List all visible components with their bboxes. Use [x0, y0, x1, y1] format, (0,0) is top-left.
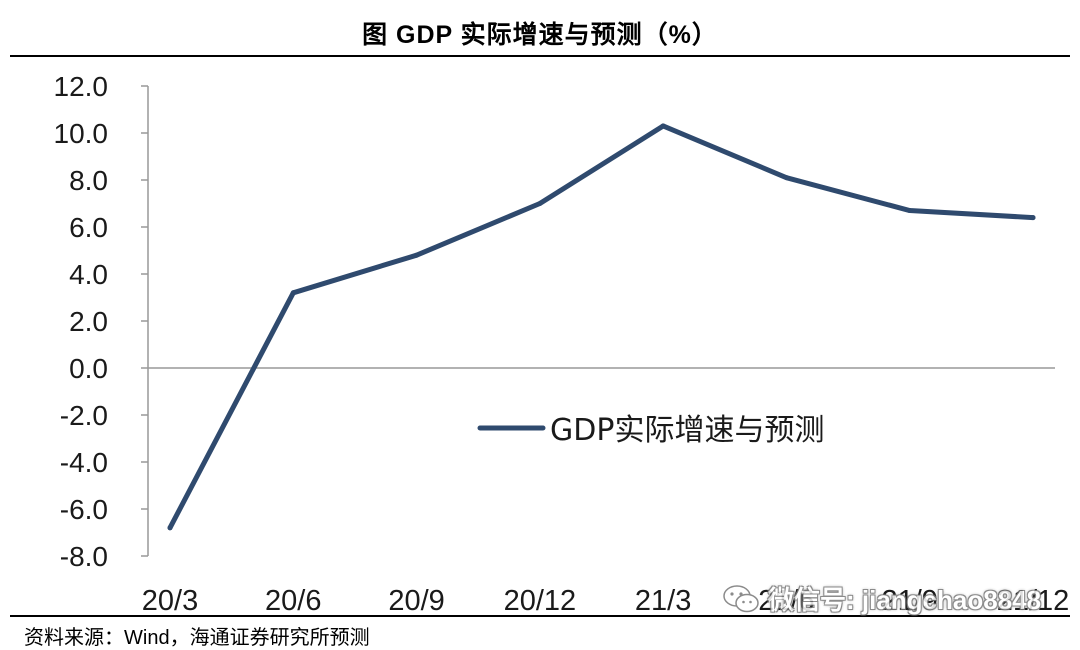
x-tick-label: 21/6 [758, 585, 814, 617]
y-tick-label: 12.0 [54, 71, 109, 102]
x-axis: 20/3 20/6 20/9 20/12 21/3 21/6 21/9 21/12 [142, 585, 1070, 617]
wechat-icon [723, 584, 759, 612]
chart-title: 图 GDP 实际增速与预测（%） [362, 20, 718, 49]
watermark-text: 微信号: jiangchao8848 [768, 585, 1042, 615]
y-axis: 12.0 10.0 8.0 6.0 4.0 2.0 0.0 -2.0 -4.0 -6.0 -8.0 [54, 71, 149, 572]
y-tick-label: -4.0 [60, 447, 108, 478]
data-point [537, 201, 543, 206]
series-group [167, 123, 1036, 531]
x-tick-label: 21/9 [881, 585, 937, 617]
x-tick-label: 20/9 [388, 585, 444, 617]
x-tick-label: 20/6 [265, 585, 321, 617]
y-tick-label: 10.0 [54, 118, 109, 149]
y-tick-label: -8.0 [60, 541, 108, 572]
legend-label: GDP实际增速与预测 [550, 413, 824, 448]
x-tick-label: 21/12 [997, 585, 1070, 617]
watermark: 微信号: jiangchao8848 [722, 580, 1041, 617]
y-tick-label: 8.0 [69, 165, 108, 196]
source-note: 资料来源：Wind，海通证券研究所预测 [24, 627, 370, 649]
x-tick-label: 20/3 [142, 585, 198, 617]
data-point [907, 208, 913, 214]
data-point [290, 290, 296, 296]
y-tick-label: 4.0 [69, 259, 108, 290]
y-tick-label: -2.0 [60, 400, 108, 431]
x-tick-label: 20/12 [504, 585, 577, 617]
series-line [167, 123, 1036, 531]
legend: GDP实际增速与预测 [477, 413, 824, 448]
y-tick-label: 2.0 [69, 306, 108, 337]
y-tick-label: 0.0 [69, 353, 108, 384]
data-point [1030, 215, 1036, 221]
data-point [414, 252, 420, 258]
data-point [783, 175, 789, 181]
data-point [660, 123, 666, 129]
y-tick-label: 6.0 [69, 212, 108, 243]
x-tick-label: 21/3 [635, 585, 691, 617]
source-bar: 资料来源：Wind，海通证券研究所预测 [10, 615, 1070, 650]
y-tick-label: -6.0 [60, 494, 108, 525]
chart-title-bar: 图 GDP 实际增速与预测（%） [10, 10, 1070, 57]
data-point [167, 525, 173, 531]
